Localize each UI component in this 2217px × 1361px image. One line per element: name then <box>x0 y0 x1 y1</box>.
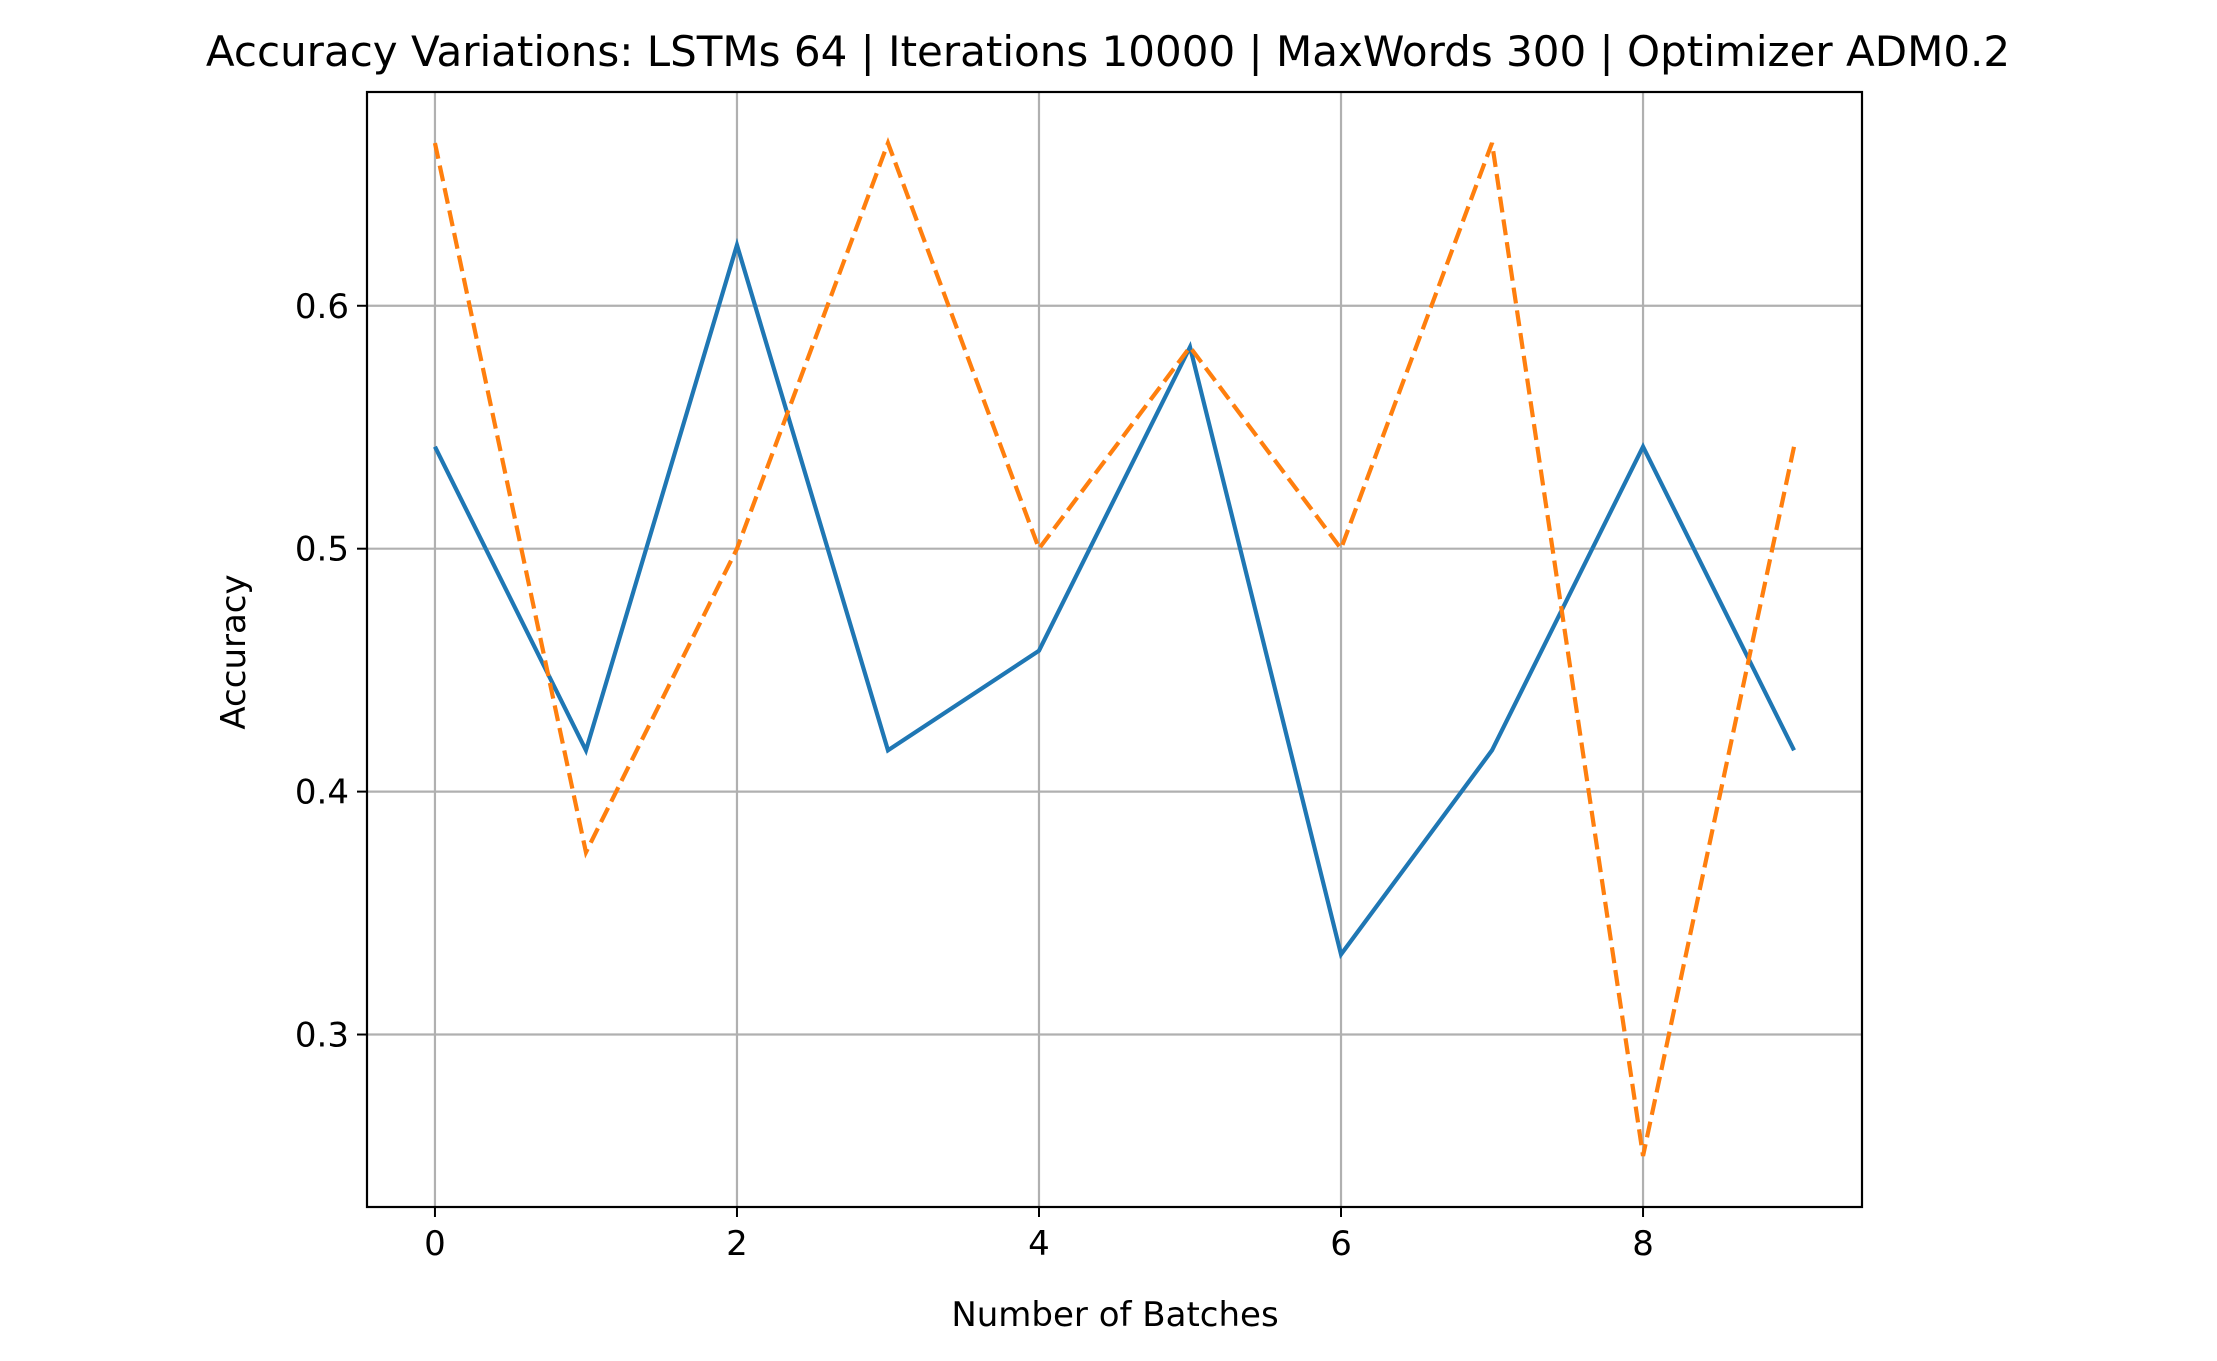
plot-frame <box>365 90 1864 1209</box>
axis-ticks: 0 2 4 6 8 0.3 0.4 0.5 0.6 <box>295 287 1654 1264</box>
grid-lines <box>367 92 1862 1207</box>
x-tick-label: 4 <box>1028 1224 1050 1264</box>
x-tick-label: 2 <box>726 1224 748 1264</box>
x-axis-label: Number of Batches <box>951 1295 1278 1335</box>
y-tick-label: 0.3 <box>295 1016 349 1056</box>
y-axis-label: Accuracy <box>214 574 254 729</box>
x-tick-label: 0 <box>424 1224 446 1264</box>
y-tick-label: 0.6 <box>295 287 349 327</box>
chart-title: Accuracy Variations: LSTMs 64 | Iteratio… <box>206 27 2010 76</box>
y-tick-label: 0.5 <box>295 530 349 570</box>
dashed-series-line <box>432 136 1797 1157</box>
x-tick-label: 8 <box>1632 1224 1654 1264</box>
series-lines <box>432 136 1797 1157</box>
y-tick-label: 0.4 <box>295 773 349 813</box>
solid-series-line <box>433 237 1796 960</box>
x-tick-label: 6 <box>1330 1224 1352 1264</box>
